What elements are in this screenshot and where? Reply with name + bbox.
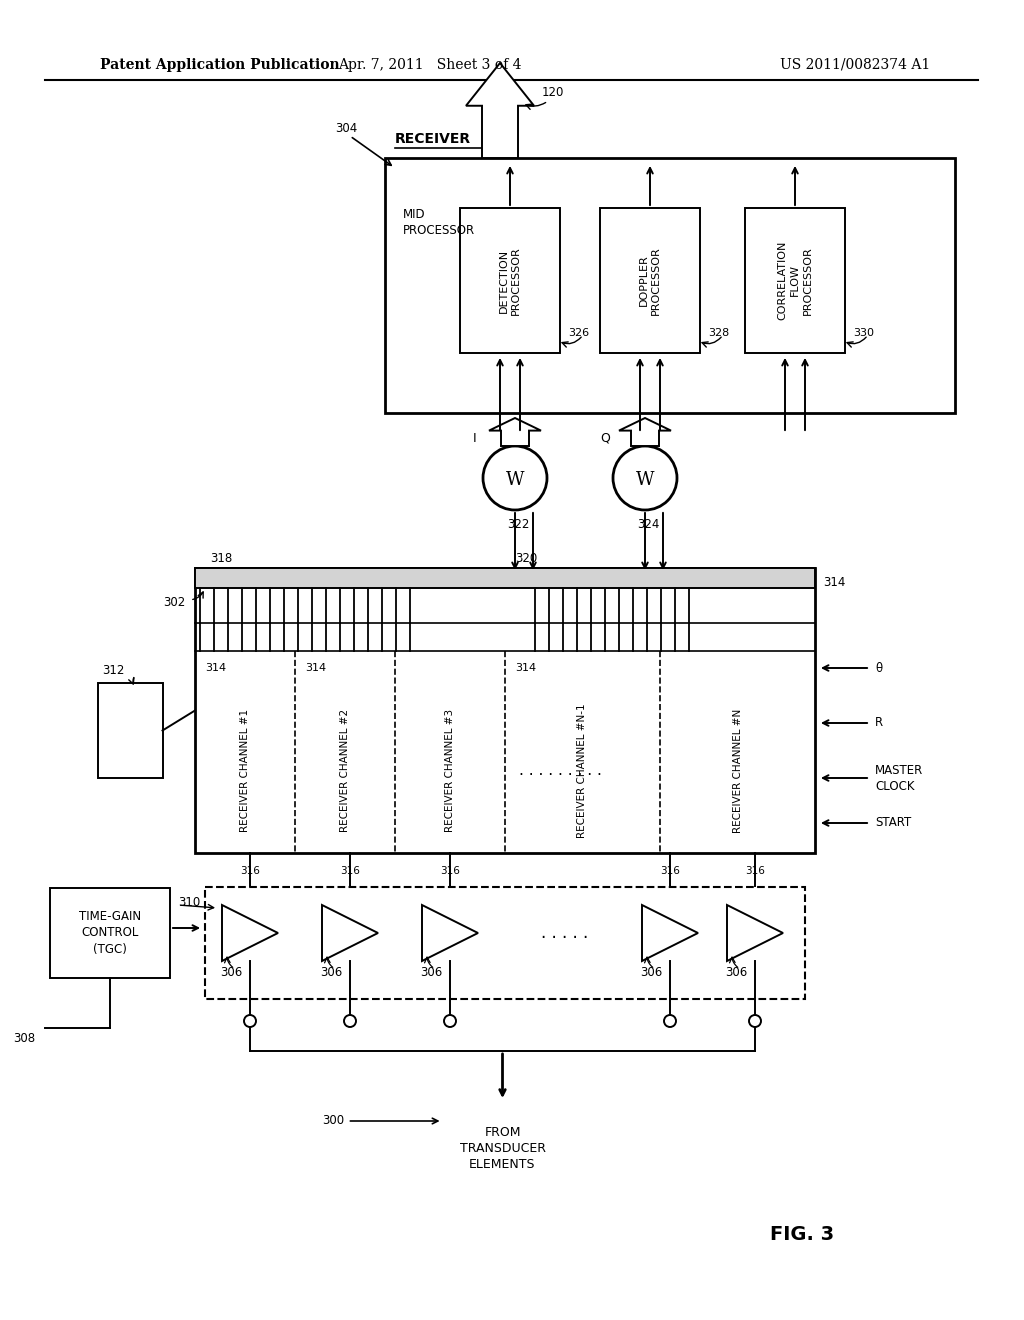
Text: W: W (506, 471, 524, 488)
Text: 314: 314 (305, 663, 326, 673)
Text: 306: 306 (420, 966, 442, 979)
Text: 316: 316 (440, 866, 460, 876)
Text: 316: 316 (660, 866, 680, 876)
Bar (600, 209, 700, 352)
Text: MID
PROCESSOR: MID PROCESSOR (403, 209, 475, 238)
Polygon shape (222, 906, 278, 961)
Polygon shape (422, 906, 478, 961)
Text: Q: Q (600, 432, 610, 445)
Text: W: W (636, 471, 654, 488)
Text: 306: 306 (640, 966, 663, 979)
Polygon shape (618, 418, 671, 446)
Text: 316: 316 (340, 866, 360, 876)
Text: 312: 312 (102, 664, 125, 677)
Bar (460, 209, 560, 352)
Text: FIG. 3: FIG. 3 (770, 1225, 835, 1245)
Text: 316: 316 (240, 866, 260, 876)
Polygon shape (642, 906, 698, 961)
Text: 308: 308 (13, 1031, 35, 1044)
Text: DOPPLER
PROCESSOR: DOPPLER PROCESSOR (639, 246, 662, 315)
Text: START: START (874, 817, 911, 829)
Text: CORRELATION
FLOW
PROCESSOR: CORRELATION FLOW PROCESSOR (777, 240, 812, 321)
Text: 306: 306 (725, 966, 748, 979)
Polygon shape (489, 418, 541, 446)
Text: 314: 314 (515, 663, 537, 673)
Text: 314: 314 (205, 663, 226, 673)
Bar (50, 888, 170, 978)
Bar (745, 209, 845, 352)
Bar (195, 568, 815, 587)
Text: 322: 322 (507, 519, 529, 532)
Text: 326: 326 (568, 327, 589, 338)
Bar (97, 682, 163, 777)
Text: I: I (473, 432, 477, 445)
Text: 314: 314 (823, 577, 846, 590)
Text: MASTER
CLOCK: MASTER CLOCK (874, 763, 924, 792)
Text: . . . . . . . . .: . . . . . . . . . (518, 763, 601, 777)
Text: θ: θ (874, 661, 882, 675)
Text: 324: 324 (637, 519, 659, 532)
Text: TIME-GAIN
CONTROL
(TGC): TIME-GAIN CONTROL (TGC) (79, 911, 141, 956)
Text: 320: 320 (515, 552, 538, 565)
Text: 310: 310 (178, 896, 201, 909)
Text: RECEIVER CHANNEL #2: RECEIVER CHANNEL #2 (340, 709, 350, 832)
Bar (195, 568, 815, 853)
Polygon shape (466, 63, 534, 158)
Text: US 2011/0082374 A1: US 2011/0082374 A1 (780, 58, 930, 73)
Text: RECEIVER: RECEIVER (395, 132, 471, 147)
Text: 300: 300 (323, 1114, 345, 1127)
Text: 306: 306 (319, 966, 342, 979)
Polygon shape (322, 906, 378, 961)
Text: 328: 328 (708, 327, 729, 338)
Text: 302: 302 (163, 597, 185, 610)
Text: 318: 318 (210, 552, 232, 565)
Bar (385, 158, 955, 413)
Text: 120: 120 (542, 87, 564, 99)
Text: Patent Application Publication: Patent Application Publication (100, 58, 340, 73)
Text: RECEIVER CHANNEL #N: RECEIVER CHANNEL #N (733, 709, 743, 833)
Text: 330: 330 (853, 327, 874, 338)
Text: 304: 304 (335, 121, 357, 135)
Polygon shape (727, 906, 783, 961)
Text: FROM
TRANSDUCER
ELEMENTS: FROM TRANSDUCER ELEMENTS (460, 1126, 546, 1171)
Text: R: R (874, 717, 883, 730)
Text: RECEIVER CHANNEL #N-1: RECEIVER CHANNEL #N-1 (577, 704, 587, 838)
Text: 316: 316 (745, 866, 765, 876)
Text: DETECTION
PROCESSOR: DETECTION PROCESSOR (499, 246, 521, 315)
Text: Apr. 7, 2011   Sheet 3 of 4: Apr. 7, 2011 Sheet 3 of 4 (338, 58, 522, 73)
Text: RECEIVER CHANNEL #3: RECEIVER CHANNEL #3 (445, 709, 455, 832)
Text: RECEIVER CHANNEL #1: RECEIVER CHANNEL #1 (240, 709, 250, 832)
Text: . . . . .: . . . . . (542, 924, 589, 942)
Bar (205, 887, 805, 999)
Text: 306: 306 (220, 966, 243, 979)
